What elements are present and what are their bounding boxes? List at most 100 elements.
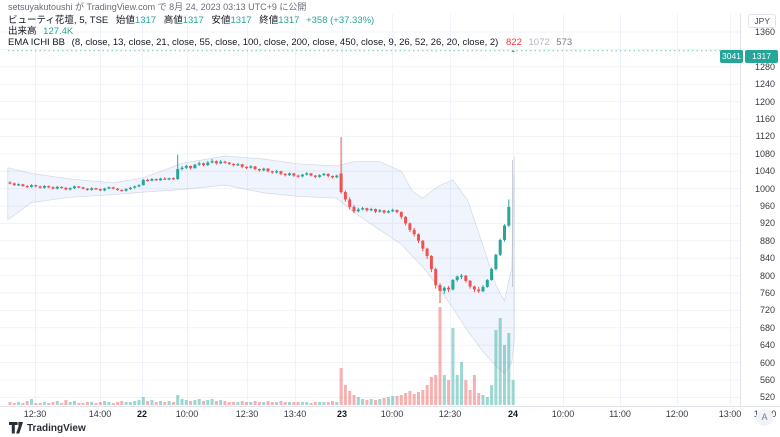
volume-bar <box>348 391 352 405</box>
open-value: 1317 <box>134 15 157 26</box>
volume-bar <box>421 390 425 405</box>
volume-bar <box>193 400 197 405</box>
candle-body <box>85 188 89 190</box>
volume-bar <box>51 402 55 405</box>
volume-bar <box>262 402 266 405</box>
candle-body <box>382 210 386 213</box>
currency-button[interactable]: JPY <box>748 14 776 28</box>
volume-bar <box>442 375 446 405</box>
volume-bar <box>417 392 420 405</box>
volume-bar <box>73 401 76 405</box>
price-axis[interactable]: 1360 1280 1240 1200 1160 1120 1080 1040 1000 960 9… <box>740 14 780 406</box>
volume-bar <box>223 401 227 405</box>
candle-body <box>395 209 399 213</box>
price-tick-label: 1160 <box>755 114 775 124</box>
volume-bar <box>331 401 334 405</box>
volume-bar <box>8 402 12 405</box>
candle-body <box>197 163 201 165</box>
volume-bar <box>288 402 291 405</box>
candle-body <box>120 189 124 192</box>
attribution-text[interactable]: setsuyakutoushi が TradingView.com で 8月 2… <box>8 2 307 12</box>
volume-bar <box>245 402 248 405</box>
candle-body <box>60 186 64 189</box>
volume-bar <box>81 403 85 405</box>
price-tick-label: 920 <box>759 218 775 229</box>
volume-bar <box>296 402 300 405</box>
candle-body <box>210 161 214 163</box>
candle-body <box>451 279 455 290</box>
time-tick-label: 13:00 <box>718 409 742 419</box>
candle-body <box>348 199 352 207</box>
volume-bar <box>425 385 429 405</box>
high-value: 1317 <box>182 15 204 26</box>
volume-bar <box>369 399 373 405</box>
price-tick-label: 1000 <box>754 183 775 194</box>
volume-bar <box>116 402 119 405</box>
candle-body <box>309 173 313 176</box>
volume-bar <box>103 401 107 405</box>
price-tick-label: 600 <box>759 357 775 368</box>
volume-bar <box>257 402 261 405</box>
volume-bar <box>253 401 257 405</box>
price-tick-label: 760 <box>759 288 775 298</box>
candle-body <box>313 175 317 177</box>
symbol-title[interactable]: ビューティ花壇, 5, TSE <box>8 15 109 26</box>
volume-bar <box>460 362 463 405</box>
price-tick-label: 1360 <box>754 27 775 37</box>
legend: ビューティ花壇, 5, TSE 始値1317 高値1317 安値1317 終値1… <box>8 16 572 49</box>
bollinger-band-area <box>7 155 515 375</box>
volume-bar <box>249 402 253 405</box>
volume-bar <box>412 394 416 405</box>
volume-bar <box>21 403 25 405</box>
volume-bar <box>240 401 244 405</box>
volume-bar <box>128 402 132 405</box>
candle-body <box>442 287 446 291</box>
volume-bar <box>464 380 468 405</box>
open-label: 始値 <box>115 15 135 26</box>
candle-body <box>202 163 205 166</box>
candle-body <box>193 164 197 169</box>
volume-bar <box>64 400 68 405</box>
candle-body <box>322 173 326 176</box>
volume-bar <box>365 400 369 405</box>
volume-bar <box>485 397 489 405</box>
price-tick-label: 840 <box>759 253 775 264</box>
tradingview-logo-icon[interactable] <box>9 422 23 434</box>
time-tick-label: 12:30 <box>235 409 259 419</box>
candle-body <box>98 189 102 191</box>
candle-body <box>300 174 304 177</box>
time-tick-label: 14:00 <box>88 409 112 419</box>
volume-bar <box>339 368 343 405</box>
tradingview-brand-text[interactable]: TradingView <box>27 423 86 434</box>
legend-volume-row[interactable]: 出来高 127.4K <box>8 27 572 37</box>
time-tick-label: 22 <box>136 409 148 419</box>
indicator-value-2: 1072 <box>528 37 550 48</box>
candle-body <box>447 287 451 290</box>
price-tick-label: 1120 <box>755 131 775 142</box>
time-axis[interactable]: 12:30 14:00 22 10:00 12:30 13:40 23 10:00 12:30 2… <box>0 406 780 419</box>
volume-bar <box>25 401 29 405</box>
candle-body <box>266 168 270 172</box>
candle-body <box>507 206 511 226</box>
legend-indicator-row[interactable]: EMA ICHI BB (8, close, 13, close, 21, cl… <box>8 38 572 48</box>
volume-bar <box>55 401 59 405</box>
price-tick-label: 1240 <box>754 79 775 90</box>
candle-body <box>283 173 287 176</box>
price-tick-label: 1280 <box>754 61 775 72</box>
price-tick-label: 680 <box>759 322 775 333</box>
candle-body <box>236 164 240 166</box>
volume-bar <box>275 402 279 405</box>
legend-symbol-row[interactable]: ビューティ花壇, 5, TSE 始値1317 高値1317 安値1317 終値1… <box>8 16 572 26</box>
volume-bar <box>189 401 193 405</box>
volume-bar <box>498 318 502 405</box>
auto-scale-button[interactable]: A <box>756 409 773 426</box>
volume-bar <box>313 402 317 405</box>
price-tick-label: 560 <box>759 375 775 385</box>
candle-body <box>292 173 296 176</box>
volume-bar <box>219 400 223 405</box>
candle-body <box>124 189 128 191</box>
volume-bar <box>137 400 141 405</box>
candle-body <box>326 173 330 176</box>
